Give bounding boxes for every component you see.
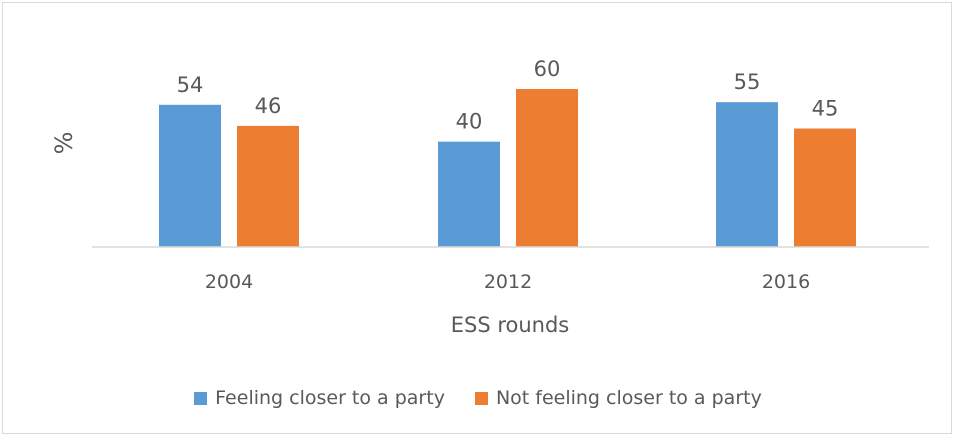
data-label-2012-series-1: 40 xyxy=(456,110,483,134)
x-axis-label: ESS rounds xyxy=(451,313,570,337)
bar-2012-series-1 xyxy=(438,141,500,247)
x-tick-label-2004: 2004 xyxy=(205,271,253,293)
data-label-2004-series-1: 54 xyxy=(177,73,204,97)
data-label-2012-series-2: 60 xyxy=(534,57,561,81)
bar-2012-series-2 xyxy=(516,89,578,247)
bar-2016-series-1 xyxy=(716,102,778,248)
tick-labels: 2004 2012 2016 xyxy=(205,271,810,293)
data-label-2016-series-2: 45 xyxy=(812,97,839,121)
legend-item-not-feeling-closer: Not feeling closer to a party xyxy=(474,387,762,409)
bar-2004-series-2 xyxy=(237,125,299,247)
data-label-2016-series-1: 55 xyxy=(734,70,761,94)
legend: Feeling closer to a party Not feeling cl… xyxy=(0,383,956,413)
legend-swatch-orange xyxy=(474,391,488,405)
legend-label: Not feeling closer to a party xyxy=(495,387,762,409)
legend-swatch-blue xyxy=(194,391,208,405)
x-tick-label-2012: 2012 xyxy=(484,271,532,293)
x-tick-label-2016: 2016 xyxy=(762,271,810,293)
bar-2004-series-1 xyxy=(159,104,221,247)
bars-layer: 54 46 40 60 55 45 xyxy=(159,57,856,248)
bar-2016-series-2 xyxy=(794,128,856,247)
data-label-2004-series-2: 46 xyxy=(255,94,282,118)
y-axis-label: % xyxy=(50,132,78,155)
legend-item-feeling-closer: Feeling closer to a party xyxy=(194,387,445,409)
legend-label: Feeling closer to a party xyxy=(215,387,445,409)
